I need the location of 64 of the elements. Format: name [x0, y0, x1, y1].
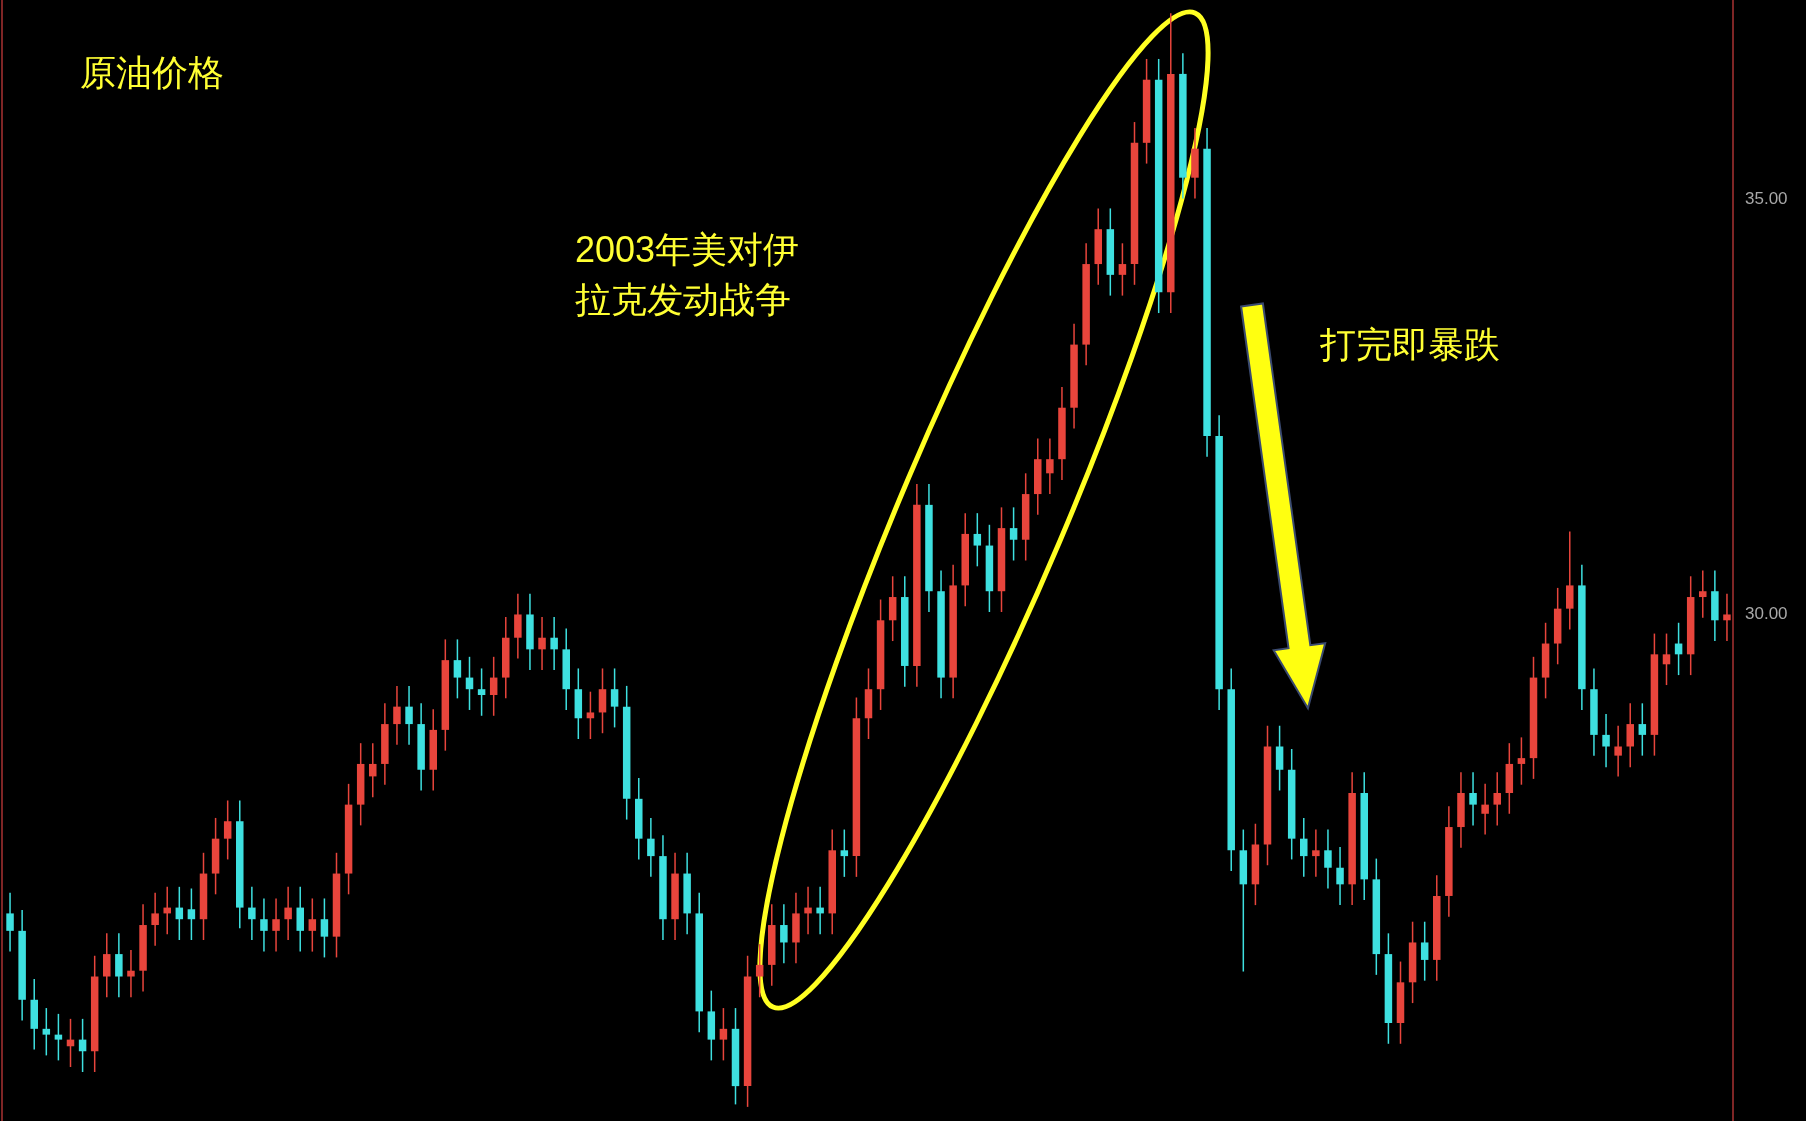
candlestick: [223, 799, 232, 861]
candlestick: [840, 828, 849, 878]
candlestick: [1324, 828, 1332, 890]
candlestick: [187, 887, 196, 941]
candlestick: [42, 1007, 51, 1057]
candlestick: [780, 903, 788, 964]
candlestick: [538, 616, 546, 671]
candlestick: [308, 897, 317, 953]
candlestick: [1469, 771, 1477, 827]
candlestick: [647, 817, 655, 878]
candlestick: [453, 638, 462, 700]
candlestick: [320, 897, 329, 959]
candlestick: [598, 667, 607, 734]
candlestick: [1336, 846, 1344, 906]
candlestick: [888, 575, 897, 642]
candlestick: [1699, 569, 1707, 619]
candlestick: [550, 616, 558, 671]
candlestick: [393, 685, 401, 746]
candlestick: [1566, 530, 1574, 631]
candlestick: [719, 1007, 728, 1062]
candlestick: [127, 949, 135, 999]
candlestick: [1614, 724, 1622, 778]
candlestick: [489, 656, 498, 717]
candlestick: [260, 897, 268, 953]
candlestick: [973, 512, 982, 568]
candlestick: [115, 932, 123, 999]
annotation: 原油价格: [80, 51, 225, 95]
candlestick: [1638, 702, 1647, 757]
candlestick: [1662, 632, 1671, 686]
candlestick: [1420, 920, 1429, 982]
candlestick: [54, 1013, 63, 1062]
candlestick: [272, 897, 280, 953]
candlestick: [477, 667, 486, 717]
annotation: 打完即暴跌: [1320, 323, 1501, 367]
candlestick: [1275, 724, 1284, 792]
candlestick: [296, 886, 304, 953]
candlestick: [755, 943, 764, 999]
y-tick-label: 30.00: [1745, 604, 1788, 624]
candlestick: [1517, 736, 1526, 786]
y-tick-label: 35.00: [1745, 188, 1788, 208]
candlestick: [804, 886, 812, 935]
candlestick: [816, 886, 824, 935]
candlestick: [1046, 437, 1054, 495]
candlestick: [284, 886, 292, 941]
candlestick: [103, 932, 111, 999]
candlestick: [6, 891, 14, 953]
candlestick: [610, 667, 619, 729]
candlestick: [1300, 817, 1308, 878]
candlestick: [1602, 713, 1610, 769]
candlestick: [514, 592, 522, 660]
candlestick: [369, 742, 377, 798]
candlestick: [1723, 592, 1731, 642]
candlestick: [586, 690, 595, 740]
candlestick: [248, 886, 256, 941]
candlestick: [151, 891, 159, 947]
candlestick: [1118, 242, 1127, 297]
candlestick: [1481, 783, 1489, 836]
annotation: 2003年美对伊拉克发动战争: [575, 228, 801, 322]
candlestick: [163, 886, 171, 935]
candlestick: [1493, 771, 1501, 827]
candlestick: [1626, 702, 1634, 769]
candlestick: [1312, 828, 1320, 878]
candlestick: [1009, 506, 1018, 562]
candlestick: [405, 685, 413, 746]
